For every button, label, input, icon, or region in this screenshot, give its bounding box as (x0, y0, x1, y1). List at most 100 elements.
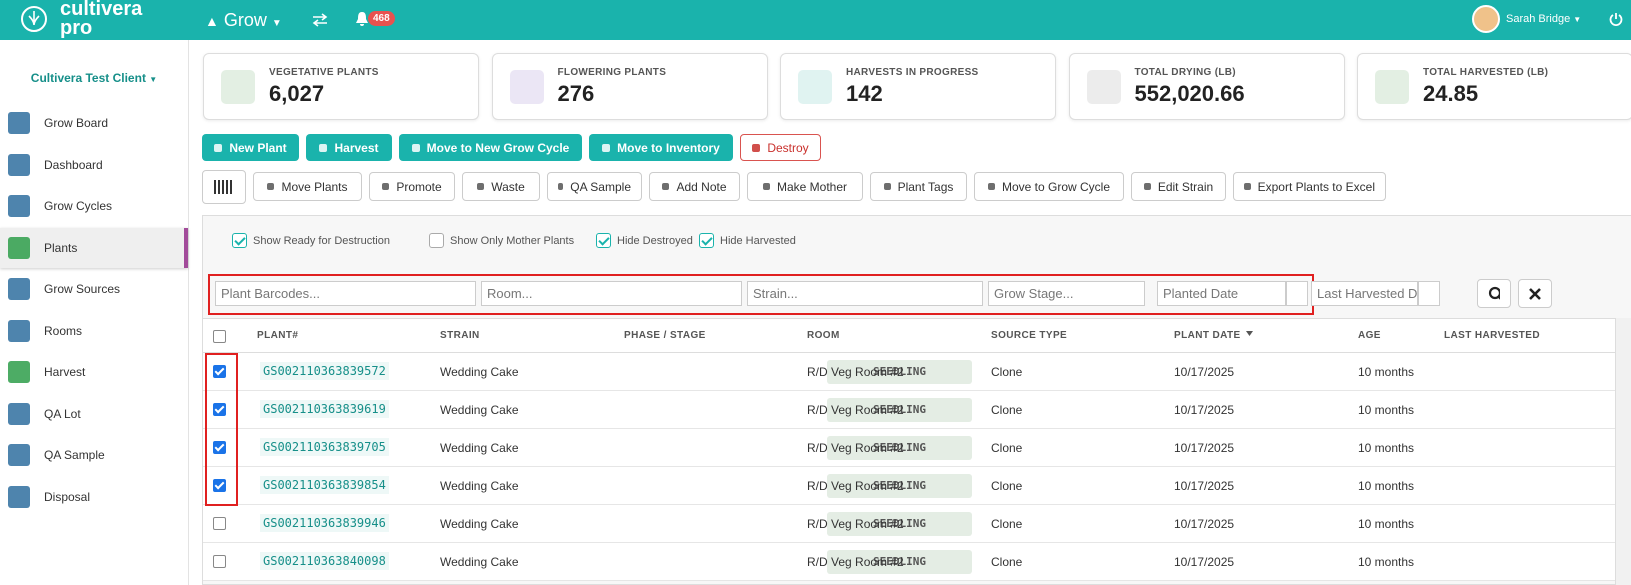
nav-item[interactable]: Harvest (0, 352, 188, 392)
column-header[interactable]: PLANT# (257, 330, 299, 341)
action-button[interactable]: Move to Inventory (589, 134, 733, 161)
user-menu[interactable]: Sarah Bridge ▼ (1506, 13, 1582, 25)
action-button[interactable]: Move to New Grow Cycle (399, 134, 582, 161)
tool-label: Add Note (676, 179, 727, 194)
switch-icon[interactable] (312, 13, 328, 27)
column-header[interactable]: PLANT DATE (1174, 330, 1255, 341)
tool-icon (662, 183, 670, 190)
action-button[interactable]: Destroy (740, 134, 821, 161)
calendar-button[interactable] (1286, 281, 1308, 306)
stage-badge: SEEDLING (827, 474, 972, 498)
filter-checkbox[interactable] (699, 233, 714, 248)
nav-item[interactable]: Plants (0, 227, 188, 268)
logo-icon (21, 6, 47, 32)
tool-button[interactable]: Promote (369, 172, 455, 201)
nav-item[interactable]: Grow Sources (0, 269, 188, 309)
tool-button[interactable]: Export Plants to Excel (1233, 172, 1386, 201)
filter-checkbox[interactable] (429, 233, 444, 248)
tool-button[interactable]: Plant Tags (870, 172, 967, 201)
search-input[interactable]: Room... (481, 281, 742, 306)
nav-item[interactable]: Rooms (0, 311, 188, 351)
calendar-button[interactable] (1418, 281, 1440, 306)
table-row: GS002110363839705 Wedding Cake SEEDLING R/D… (203, 429, 1615, 467)
stat-label: TOTAL HARVESTED (LB) (1423, 67, 1549, 78)
filter-checkbox[interactable] (596, 233, 611, 248)
table-cell: R/D Veg Room #2 (807, 441, 904, 455)
column-header[interactable]: STRAIN (440, 330, 480, 341)
row-checkbox[interactable] (213, 517, 226, 530)
action-button[interactable]: Harvest (306, 134, 392, 161)
plant-id-link[interactable]: GS002110363839705 (260, 438, 389, 456)
nav-item[interactable]: Disposal (0, 477, 188, 517)
action-button[interactable]: New Plant (202, 134, 299, 161)
plant-id-link[interactable]: GS002110363839946 (260, 514, 389, 532)
column-header[interactable]: AGE (1358, 330, 1381, 341)
search-input[interactable]: Strain... (747, 281, 983, 306)
plant-id-link[interactable]: GS002110363839619 (260, 400, 389, 418)
nav-item[interactable]: QA Sample (0, 435, 188, 475)
table-cell: 10 months (1358, 555, 1415, 569)
table-row: GS002110363839619 Wedding Cake SEEDLING R/D… (203, 391, 1615, 429)
tool-icon (883, 183, 891, 190)
table-cell: Clone (991, 479, 1023, 493)
tool-icon (382, 183, 390, 190)
column-header[interactable]: PHASE / STAGE (624, 330, 706, 341)
stat-icon (1375, 70, 1409, 104)
row-checkbox[interactable] (213, 555, 226, 568)
search-input[interactable]: Grow Stage... (988, 281, 1145, 306)
tool-button[interactable]: Move Plants (253, 172, 362, 201)
action-label: Harvest (334, 140, 379, 155)
stage-badge: SEEDLING (827, 550, 972, 574)
tool-button[interactable]: Move to Grow Cycle (974, 172, 1124, 201)
tool-label: Export Plants to Excel (1257, 179, 1375, 194)
column-header[interactable]: ROOM (807, 330, 840, 341)
nav-icon (8, 319, 30, 342)
select-all-checkbox[interactable] (213, 330, 226, 343)
search-input[interactable]: Last Harvested Date (1311, 281, 1436, 306)
tool-button[interactable]: QA Sample (547, 172, 642, 201)
power-icon[interactable] (1609, 12, 1623, 26)
tool-button[interactable]: Edit Strain (1131, 172, 1226, 201)
nav-item[interactable]: Dashboard (0, 145, 188, 185)
row-checkbox[interactable] (213, 441, 226, 454)
row-checkbox[interactable] (213, 403, 226, 416)
plant-id-link[interactable]: GS002110363839572 (260, 362, 389, 380)
nav-item[interactable]: QA Lot (0, 394, 188, 434)
nav-item[interactable]: Grow Cycles (0, 186, 188, 226)
action-icon (752, 143, 761, 152)
column-header[interactable]: LAST HARVESTED (1444, 330, 1540, 341)
tool-button[interactable]: Make Mother (747, 172, 863, 201)
table-cell: Wedding Cake (440, 517, 519, 531)
filter-checkbox[interactable] (232, 233, 247, 248)
search-input[interactable]: Planted Date (1157, 281, 1286, 306)
search-button[interactable] (1477, 279, 1511, 308)
table-cell: Clone (991, 365, 1023, 379)
clear-button[interactable] (1518, 279, 1552, 308)
plant-id-link[interactable]: GS002110363839854 (260, 476, 389, 494)
tool-button[interactable]: Waste (462, 172, 540, 201)
filter-label: Hide Destroyed (617, 235, 693, 247)
module-menu[interactable]: ▲ Grow ▼ (205, 10, 282, 30)
table-row: GS002110363839946 Wedding Cake SEEDLING R/D… (203, 505, 1615, 543)
nav-icon (8, 485, 30, 508)
barcode-button[interactable] (202, 170, 246, 204)
row-checkbox[interactable] (213, 365, 226, 378)
stat-card: TOTAL HARVESTED (LB) 24.85 (1357, 53, 1631, 120)
column-header[interactable]: SOURCE TYPE (991, 330, 1068, 341)
nav-label: QA Lot (44, 406, 81, 421)
tool-button[interactable]: Add Note (649, 172, 740, 201)
nav-icon (8, 402, 30, 425)
client-menu[interactable]: Cultivera Test Client ▼ (30, 71, 158, 85)
search-input[interactable]: Plant Barcodes... (215, 281, 476, 306)
tool-label: Plant Tags (897, 179, 954, 194)
action-label: Move to New Grow Cycle (426, 140, 570, 155)
nav-item[interactable]: Grow Board (0, 103, 188, 143)
plant-id-link[interactable]: GS002110363840098 (260, 552, 389, 570)
table-cell: Wedding Cake (440, 403, 519, 417)
bell-icon[interactable] (355, 11, 369, 27)
nav-label: Plants (44, 240, 78, 255)
row-checkbox[interactable] (213, 479, 226, 492)
table-cell: 10 months (1358, 479, 1415, 493)
nav-label: Grow Cycles (44, 199, 113, 213)
